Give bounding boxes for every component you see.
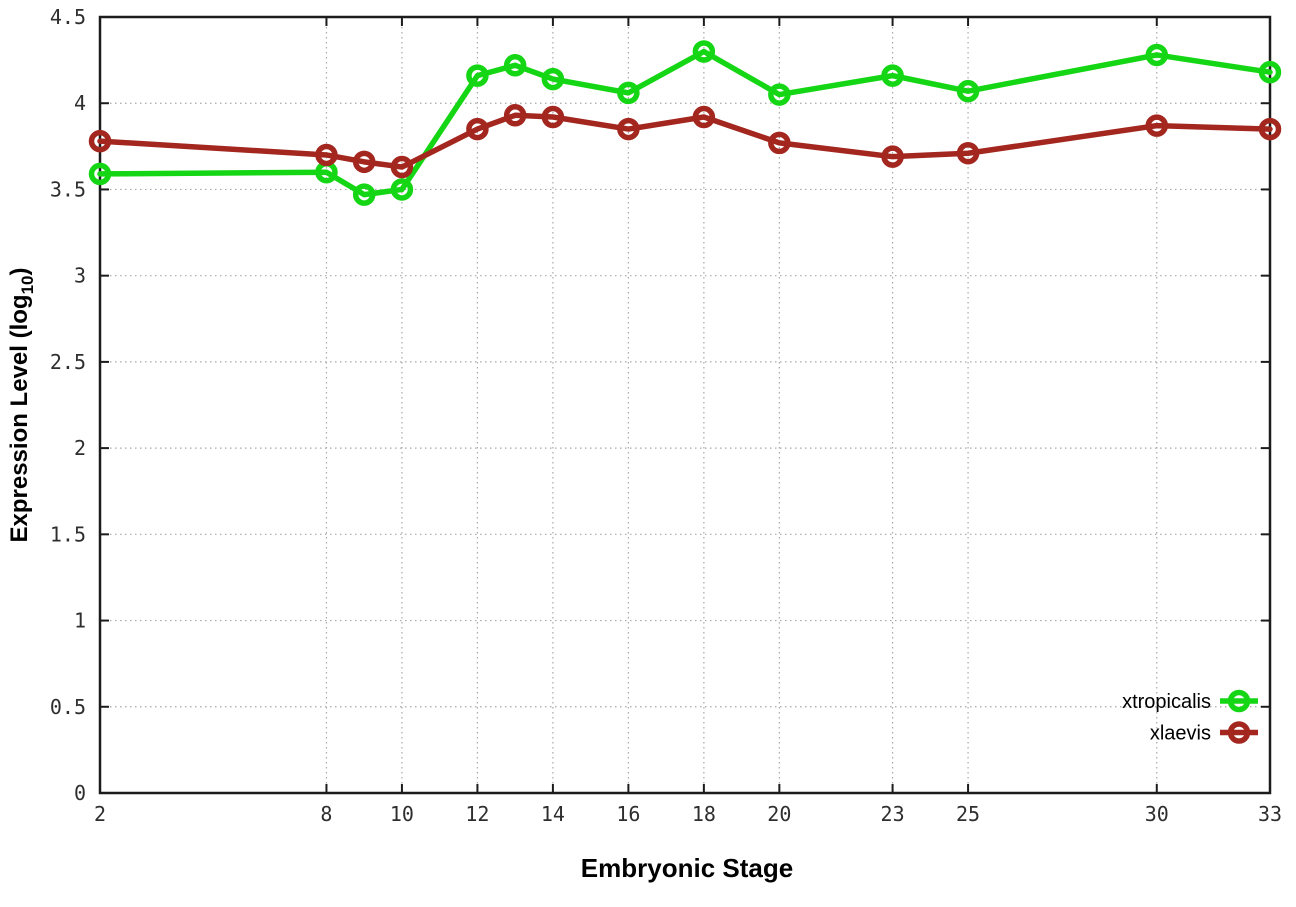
y-tick-label: 3 — [74, 264, 86, 288]
x-tick-label: 18 — [692, 802, 716, 826]
x-tick-label: 20 — [767, 802, 791, 826]
data-point-xlaevis-stage-8 — [315, 143, 338, 167]
y-tick-label: 0 — [74, 781, 86, 805]
x-tick-label: 8 — [320, 802, 332, 826]
legend-marker-xtropicalis — [1227, 689, 1251, 713]
y-tick-label: 2 — [74, 436, 86, 460]
legend: xtropicalis xlaevis — [1122, 689, 1258, 745]
data-point-xtropicalis-stage-2 — [88, 162, 112, 186]
y-tick-label: 4.5 — [50, 5, 86, 29]
plot-border — [98, 15, 1272, 795]
legend-label-xtropicalis: xtropicalis — [1122, 691, 1211, 713]
y-tick-label: 1 — [74, 609, 86, 633]
x-tick-label: 33 — [1258, 802, 1282, 826]
data-point-xtropicalis-stage-10 — [390, 178, 414, 201]
x-tick-label: 30 — [1145, 802, 1169, 826]
legend-item-xtropicalis: xtropicalis — [1122, 689, 1258, 713]
data-point-xtropicalis-stage-14 — [541, 67, 565, 91]
y-axis-title-main: Expression Level (log — [6, 294, 33, 542]
data-point-xlaevis-stage-12 — [466, 117, 489, 141]
grid-lines — [100, 17, 1270, 793]
y-axis-title-subscript: 10 — [18, 276, 37, 295]
legend-label-xlaevis: xlaevis — [1150, 723, 1211, 745]
y-tick-label: 3.5 — [50, 177, 86, 201]
legend-item-xlaevis: xlaevis — [1150, 721, 1258, 745]
y-axis-title-suffix: ) — [6, 268, 33, 276]
data-point-xtropicalis-stage-20 — [768, 83, 791, 106]
data-point-xtropicalis-stage-18 — [692, 40, 716, 63]
data-point-xtropicalis-stage-12 — [466, 64, 489, 87]
x-axis-title: Embryonic Stage — [581, 853, 793, 883]
y-axis-title: Expression Level (log10) — [6, 268, 37, 543]
data-point-xtropicalis-stage-13 — [503, 54, 527, 77]
data-point-xtropicalis-stage-25 — [956, 79, 980, 103]
series-xtropicalis — [88, 40, 1282, 206]
data-point-xlaevis-stage-13 — [503, 104, 527, 127]
data-point-xlaevis-stage-2 — [88, 129, 112, 153]
data-point-xlaevis-stage-10 — [390, 155, 414, 179]
data-point-xlaevis-stage-30 — [1145, 114, 1169, 137]
data-point-xlaevis-stage-23 — [881, 145, 904, 168]
data-series — [88, 40, 1282, 206]
series-line-xtropicalis — [97, 48, 1273, 198]
data-point-xlaevis-stage-33 — [1258, 117, 1282, 141]
data-point-xtropicalis-stage-33 — [1258, 60, 1282, 84]
axis-tick-marks — [99, 16, 1271, 794]
data-point-xlaevis-stage-18 — [692, 105, 716, 129]
y-tick-label: 1.5 — [50, 522, 86, 546]
x-tick-label: 2 — [94, 802, 106, 826]
y-tick-label: 0.5 — [50, 695, 86, 719]
data-point-xtropicalis-stage-16 — [617, 81, 640, 105]
y-tick-label: 2.5 — [50, 350, 86, 374]
series-xlaevis — [88, 104, 1282, 179]
y-tick-labels: 0 0.5 1 1.5 2 2.5 3 3.5 4 4.5 — [50, 5, 86, 805]
x-tick-label: 16 — [616, 802, 640, 826]
data-point-xlaevis-stage-25 — [956, 141, 980, 165]
data-point-xtropicalis-stage-9 — [352, 183, 376, 206]
x-tick-labels: 2 8 10 12 14 16 18 20 23 25 30 33 — [94, 802, 1282, 826]
x-tick-label: 25 — [956, 802, 980, 826]
y-tick-label: 4 — [74, 91, 86, 115]
x-tick-label: 14 — [541, 802, 565, 826]
x-tick-label: 23 — [881, 802, 905, 826]
data-point-xtropicalis-stage-30 — [1145, 43, 1169, 67]
data-point-xlaevis-stage-16 — [617, 117, 640, 141]
data-point-xlaevis-stage-20 — [768, 131, 791, 155]
data-point-xlaevis-stage-14 — [541, 105, 565, 129]
x-tick-label: 10 — [390, 802, 414, 826]
data-point-xtropicalis-stage-23 — [881, 64, 904, 87]
legend-marker-xlaevis — [1227, 721, 1251, 744]
data-point-xlaevis-stage-9 — [352, 150, 376, 174]
series-line-xlaevis — [97, 112, 1273, 170]
x-tick-label: 12 — [465, 802, 489, 826]
